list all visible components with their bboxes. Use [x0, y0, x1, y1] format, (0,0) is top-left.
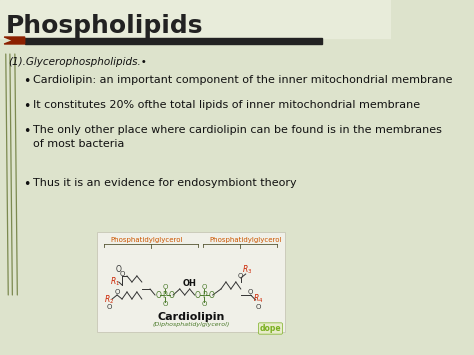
Text: P: P [202, 290, 207, 300]
Text: of most bacteria: of most bacteria [33, 139, 124, 149]
Text: (1).Glycerophospholipids.•: (1).Glycerophospholipids.• [8, 57, 147, 67]
Text: O: O [255, 304, 261, 310]
Text: $R_3$: $R_3$ [242, 264, 253, 276]
Text: O: O [119, 271, 125, 277]
Text: Phosphatidylglycerol: Phosphatidylglycerol [110, 237, 183, 243]
Text: Phospholipids: Phospholipids [6, 14, 203, 38]
Text: O: O [162, 301, 168, 307]
Text: Thus it is an evidence for endosymbiont theory: Thus it is an evidence for endosymbiont … [33, 178, 297, 188]
Text: O: O [162, 284, 168, 290]
Text: (Diphosphatidylglycerol): (Diphosphatidylglycerol) [153, 322, 230, 327]
Text: •: • [23, 125, 30, 138]
Text: Cardiolipin: Cardiolipin [158, 312, 225, 322]
Text: O: O [106, 304, 111, 310]
Text: O: O [195, 290, 201, 300]
Text: O: O [202, 284, 207, 290]
Bar [0, 0, 391, 38]
Text: O: O [169, 290, 174, 300]
Text: O: O [208, 290, 214, 300]
Text: •: • [23, 178, 30, 191]
Text: dope: dope [260, 324, 281, 333]
Text: Phosphatidylglycerol: Phosphatidylglycerol [210, 237, 282, 243]
Text: O: O [155, 290, 161, 300]
Text: P: P [163, 290, 167, 300]
Text: $R_2$: $R_2$ [104, 294, 114, 306]
Text: $R_4$: $R_4$ [253, 293, 263, 305]
Text: It constitutes 20% ofthe total lipids of inner mitochondrial membrane: It constitutes 20% ofthe total lipids of… [33, 100, 420, 110]
Text: $R_1$: $R_1$ [110, 276, 120, 288]
Bar [97, 232, 285, 332]
Text: •: • [23, 75, 30, 88]
Text: O: O [238, 273, 244, 279]
Text: Cardiolipin: an important component of the inner mitochondrial membrane: Cardiolipin: an important component of t… [33, 75, 453, 85]
Text: OH: OH [182, 279, 197, 289]
Text: O: O [114, 289, 120, 295]
Text: The only other place where cardiolipin can be found is in the membranes: The only other place where cardiolipin c… [33, 125, 442, 135]
Text: O: O [202, 301, 207, 307]
Text: O: O [248, 289, 254, 295]
Polygon shape [4, 37, 25, 44]
Bar [25, 38, 321, 44]
Text: •: • [23, 100, 30, 113]
Text: O: O [116, 266, 122, 274]
